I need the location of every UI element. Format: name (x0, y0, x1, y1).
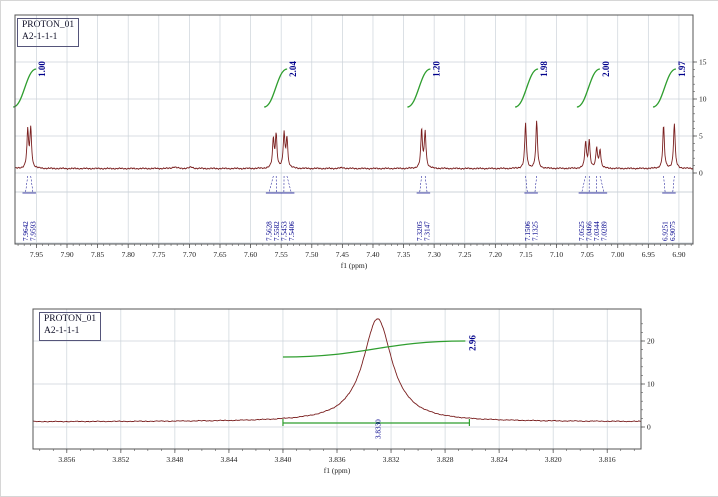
svg-text:1.98: 1.98 (539, 61, 549, 77)
svg-text:7.95: 7.95 (30, 250, 43, 259)
svg-text:2.00: 2.00 (601, 61, 611, 77)
svg-text:3.824: 3.824 (491, 455, 508, 464)
sample-id: A2-1-1-1 (22, 32, 74, 44)
svg-text:7.50: 7.50 (305, 250, 318, 259)
svg-text:7.5406: 7.5406 (288, 221, 296, 241)
svg-text:f1 (ppm): f1 (ppm) (341, 261, 368, 270)
svg-text:7.55: 7.55 (275, 250, 288, 259)
svg-text:7.75: 7.75 (152, 250, 165, 259)
svg-text:7.80: 7.80 (122, 250, 135, 259)
svg-text:15: 15 (699, 58, 707, 67)
svg-text:7.3147: 7.3147 (424, 221, 432, 241)
svg-text:7.90: 7.90 (60, 250, 73, 259)
svg-text:7.30: 7.30 (428, 250, 441, 259)
svg-text:7.05: 7.05 (581, 250, 594, 259)
svg-text:3.852: 3.852 (112, 455, 129, 464)
svg-text:7.35: 7.35 (397, 250, 410, 259)
svg-text:6.9075: 6.9075 (669, 221, 677, 241)
svg-text:3.856: 3.856 (58, 455, 75, 464)
svg-text:3.820: 3.820 (545, 455, 562, 464)
methoxy-spectrum-plot: 2.96 3.8330 3.856 3.852 3.848 3.844 3.840 3.836… (25, 299, 691, 489)
svg-text:3.8330: 3.8330 (375, 419, 383, 439)
svg-text:1.00: 1.00 (37, 61, 47, 77)
svg-text:3.836: 3.836 (329, 455, 346, 464)
svg-text:7.9593: 7.9593 (29, 221, 37, 241)
svg-text:0: 0 (647, 423, 651, 432)
svg-text:7.85: 7.85 (91, 250, 104, 259)
experiment-name: PROTON_01 (22, 20, 74, 32)
svg-text:20: 20 (647, 337, 655, 346)
svg-text:f1 (ppm): f1 (ppm) (324, 466, 351, 475)
svg-text:3.828: 3.828 (437, 455, 454, 464)
svg-text:7.10: 7.10 (550, 250, 563, 259)
svg-text:5: 5 (699, 132, 703, 141)
svg-text:2.96: 2.96 (467, 335, 477, 351)
svg-text:0: 0 (699, 169, 703, 178)
svg-text:10: 10 (699, 95, 707, 104)
svg-text:3.844: 3.844 (220, 455, 237, 464)
svg-text:2.04: 2.04 (288, 61, 298, 77)
svg-text:7.20: 7.20 (489, 250, 502, 259)
svg-text:7.00: 7.00 (611, 250, 624, 259)
svg-text:7.25: 7.25 (458, 250, 471, 259)
svg-text:7.45: 7.45 (336, 250, 349, 259)
svg-text:3.832: 3.832 (383, 455, 400, 464)
svg-text:3.848: 3.848 (166, 455, 183, 464)
svg-text:6.90: 6.90 (672, 250, 685, 259)
sample-id-2: A2-1-1-1 (44, 326, 96, 338)
svg-text:7.0289: 7.0289 (601, 221, 609, 241)
spectrum-title-box: PROTON_01 A2-1-1-1 (17, 18, 79, 47)
svg-text:7.15: 7.15 (519, 250, 532, 259)
spectrum-title-box-2: PROTON_01 A2-1-1-1 (39, 312, 101, 341)
svg-text:3.816: 3.816 (599, 455, 616, 464)
svg-text:3.840: 3.840 (275, 455, 292, 464)
svg-text:7.1325: 7.1325 (531, 221, 539, 241)
svg-text:1.97: 1.97 (677, 61, 687, 77)
svg-text:7.60: 7.60 (244, 250, 257, 259)
svg-text:7.65: 7.65 (213, 250, 226, 259)
svg-text:6.95: 6.95 (642, 250, 655, 259)
methoxy-region-spectrum: 2.96 3.8330 3.856 3.852 3.848 3.844 3.840 3.836… (25, 299, 691, 489)
experiment-name-2: PROTON_01 (44, 314, 96, 326)
svg-text:7.70: 7.70 (183, 250, 196, 259)
svg-text:1.20: 1.20 (431, 61, 441, 77)
svg-text:10: 10 (647, 380, 655, 389)
svg-text:7.40: 7.40 (366, 250, 379, 259)
